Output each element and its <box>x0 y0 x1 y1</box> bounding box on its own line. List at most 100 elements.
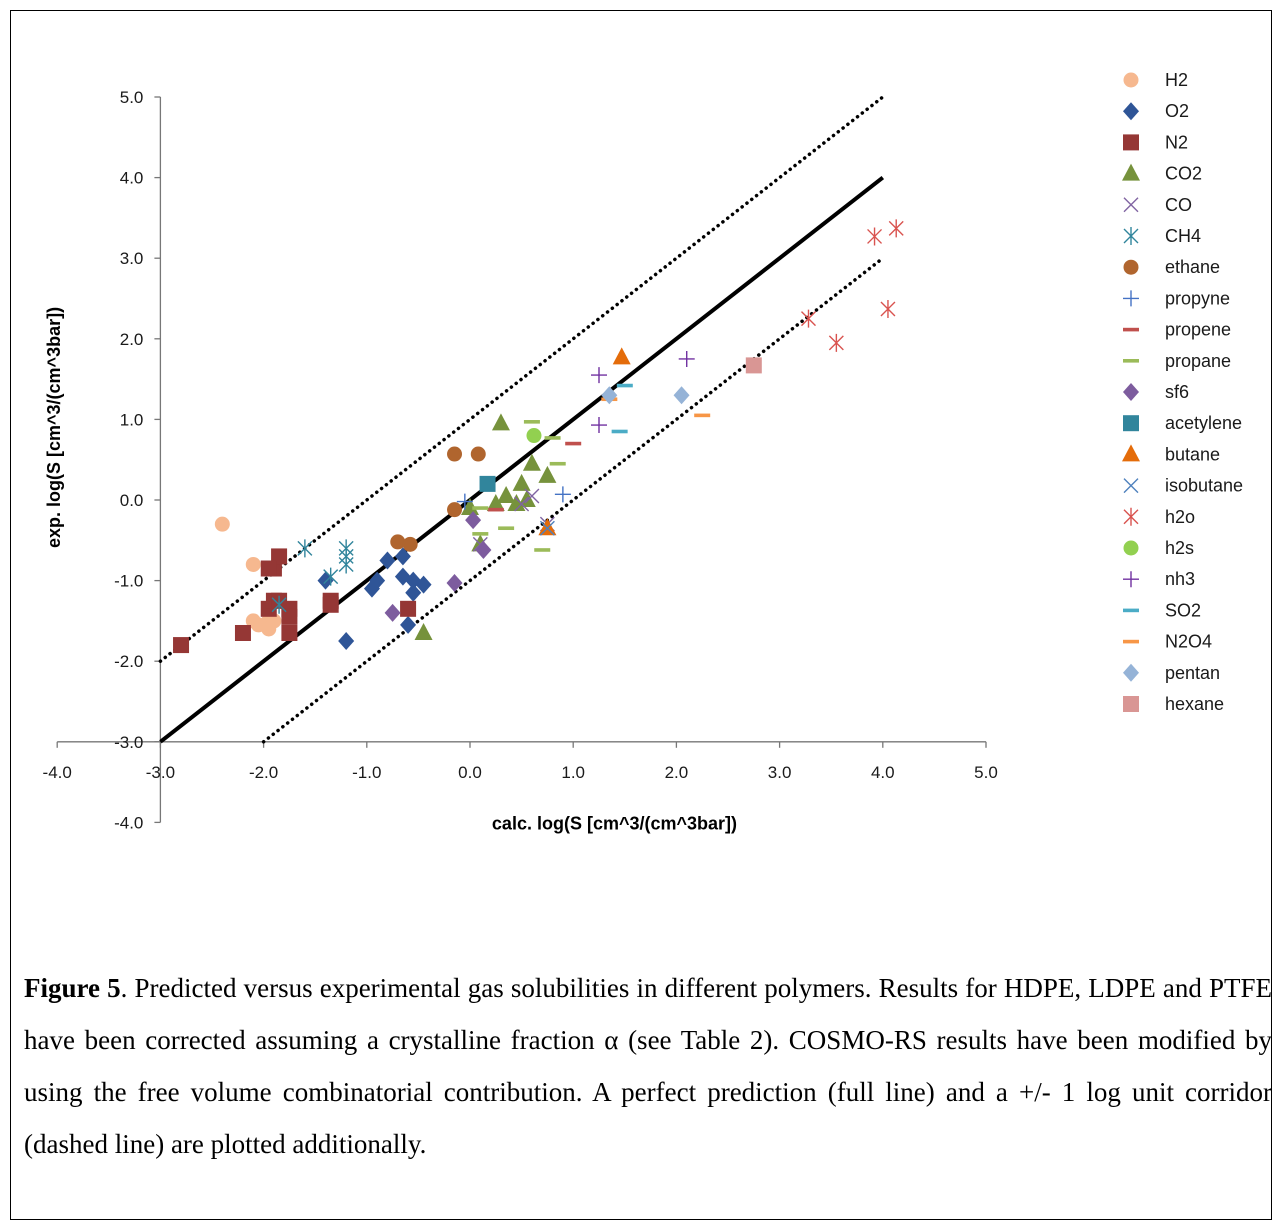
y-tick-label: 1.0 <box>120 410 144 429</box>
point-co <box>514 496 530 512</box>
point-o2 <box>394 547 411 566</box>
legend-marker-isobutane <box>1123 478 1139 494</box>
legend-marker-nh3 <box>1123 571 1139 588</box>
legend-label-nh3: nh3 <box>1165 569 1195 589</box>
x-tick-label: 3.0 <box>768 763 792 782</box>
point-co2 <box>538 465 557 483</box>
point-propene <box>565 441 582 446</box>
point-sf6 <box>465 511 482 530</box>
point-h2o <box>880 299 896 318</box>
legend-label-o2: O2 <box>1165 101 1189 121</box>
point-h2o <box>828 333 844 352</box>
x-tick-label: 5.0 <box>974 763 998 782</box>
y-axis-title: exp. log(S [cm^3/(cm^3bar]) <box>44 307 64 548</box>
legend-label-propyne: propyne <box>1165 288 1230 308</box>
point-n2 <box>260 560 277 577</box>
y-tick-label: -3.0 <box>114 733 143 752</box>
x-tick-label: 1.0 <box>561 763 585 782</box>
legend-marker-n2o4 <box>1123 639 1139 644</box>
x-tick-label: -3.0 <box>146 763 175 782</box>
point-propane <box>544 436 561 440</box>
legend-label-ethane: ethane <box>1165 257 1220 277</box>
point-h2 <box>245 556 261 572</box>
point-nh3 <box>591 417 607 434</box>
point-propane <box>472 532 489 536</box>
reference-lines <box>158 95 885 744</box>
x-tick-label: -2.0 <box>249 763 278 782</box>
point-h2o <box>801 309 816 328</box>
point-n2 <box>281 608 298 625</box>
legend-label-sf6: sf6 <box>1165 382 1189 402</box>
point-h2o <box>888 219 904 238</box>
legend-marker-pentan <box>1123 663 1139 682</box>
y-tick-label: -2.0 <box>114 652 143 671</box>
point-butane <box>538 518 557 536</box>
legend-label-propene: propene <box>1165 320 1231 340</box>
legend-label-h2s: h2s <box>1165 538 1194 558</box>
legend-label-co2: CO2 <box>1165 164 1202 184</box>
point-pentan <box>673 386 690 405</box>
point-co2 <box>461 498 479 516</box>
corridor-line <box>158 95 885 663</box>
legend-label-propane: propane <box>1165 351 1231 371</box>
point-propyne <box>456 493 473 510</box>
point-ethane <box>470 446 486 462</box>
point-h2 <box>266 613 282 629</box>
legend-marker-o2 <box>1123 102 1139 121</box>
y-tick-label: 4.0 <box>120 169 144 188</box>
point-ch4 <box>338 555 354 574</box>
legend-marker-co <box>1123 197 1139 213</box>
legend-marker-h2o <box>1123 507 1139 526</box>
caption-text: . Predicted versus experimental gas solu… <box>24 973 1272 1159</box>
point-propane <box>472 506 489 510</box>
point-n2 <box>234 624 251 641</box>
point-sf6 <box>384 603 401 622</box>
chart-axes: -4.0 -3.0 -2.0 -1.0 0.0 1.0 2.0 3.0 4.0 5.0 -4.0 -3… <box>43 88 998 832</box>
y-tick-label: 2.0 <box>120 330 144 349</box>
legend-label-co: CO <box>1165 195 1192 215</box>
point-so2 <box>611 429 628 434</box>
corridor-line <box>261 256 885 744</box>
point-propane <box>549 461 566 466</box>
point-co <box>524 488 540 504</box>
point-ch4 <box>271 595 287 614</box>
point-butane <box>612 347 631 365</box>
legend-label-so2: SO2 <box>1165 600 1201 620</box>
point-sf6 <box>475 540 492 559</box>
caption-label: Figure 5 <box>24 973 121 1003</box>
point-n2 <box>281 624 298 641</box>
figure-frame <box>10 10 1272 1220</box>
point-sf6 <box>446 574 463 593</box>
point-nh3 <box>678 350 695 367</box>
legend-marker-h2s <box>1123 540 1139 556</box>
legend-marker-n2 <box>1123 134 1139 151</box>
point-acetylene <box>479 475 496 492</box>
point-o2 <box>405 583 422 602</box>
x-tick-label: -4.0 <box>43 763 72 782</box>
point-n2 <box>400 600 417 617</box>
point-h2 <box>214 516 230 532</box>
point-co2 <box>522 453 541 471</box>
legend-marker-h2 <box>1123 72 1139 88</box>
point-ch4 <box>297 539 313 558</box>
legend-marker-so2 <box>1123 608 1139 613</box>
legend-label-isobutane: isobutane <box>1165 476 1243 496</box>
point-co2 <box>414 622 433 640</box>
point-n2 <box>322 596 339 613</box>
legend-label-butane: butane <box>1165 444 1220 464</box>
x-tick-label: 0.0 <box>458 763 482 782</box>
point-co2 <box>486 494 505 512</box>
legend-marker-co2 <box>1122 163 1140 181</box>
point-ch4 <box>323 567 339 586</box>
legend-label-n2: N2 <box>1165 132 1188 152</box>
point-o2 <box>400 615 417 634</box>
legend-marker-propyne <box>1123 290 1139 307</box>
point-ethane <box>390 534 406 550</box>
legend-marker-acetylene <box>1123 415 1139 432</box>
legend-marker-propene <box>1123 327 1139 332</box>
y-tick-label: 0.0 <box>120 491 144 510</box>
point-co2 <box>491 413 510 431</box>
point-isobutane <box>539 520 555 536</box>
figure-caption: Figure 5. Predicted versus experimental … <box>24 962 1272 1170</box>
point-co2 <box>497 485 516 503</box>
